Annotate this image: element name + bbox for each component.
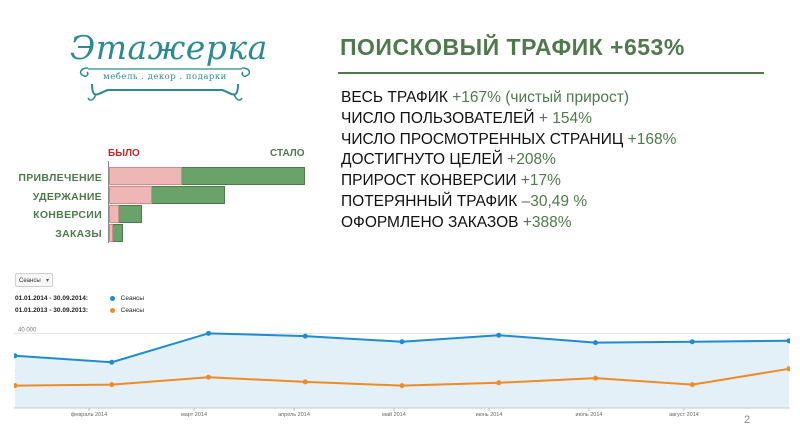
page-number: 2 (744, 414, 751, 426)
area-fill (15, 333, 789, 408)
logo-frame-icon (79, 67, 251, 101)
legend-row: 01.01.2013 - 30.09.2013: Сеансы (15, 307, 144, 314)
before-bar (109, 167, 182, 185)
metric-item: ПРИРОСТ КОНВЕРСИИ +17% (341, 171, 676, 192)
x-tick-label: апрель 2014 (278, 412, 310, 418)
bar-axis (108, 161, 109, 243)
data-point[interactable] (302, 333, 308, 339)
legend-dot-icon (109, 308, 115, 313)
metric-item: ЧИСЛО ПОЛЬЗОВАТЕЛЕЙ + 154% (341, 109, 676, 130)
metrics-list: ВЕСЬ ТРАФИК +167% (чистый прирост) ЧИСЛО… (341, 88, 676, 234)
metric-label: ПРИРОСТ КОНВЕРСИИ (341, 172, 521, 190)
x-tick-label: июнь 2014 (476, 412, 503, 418)
data-point[interactable] (399, 383, 405, 389)
x-tick-label: август 2014 (669, 412, 699, 418)
metric-item: ПОТЕРЯННЫЙ ТРАФИК –30,49 % (341, 192, 676, 213)
metric-label: ДОСТИГНУТО ЦЕЛЕЙ (341, 151, 508, 169)
bar-label: ЗАКАЗЫ (55, 228, 102, 240)
metric-select[interactable]: Сеансы ▾ (15, 273, 53, 287)
metric-label: ЧИСЛО ПОЛЬЗОВАТЕЛЕЙ (341, 109, 539, 127)
metric-label: ОФОРМЛЕНО ЗАКАЗОВ (341, 213, 523, 231)
title-divider (338, 72, 764, 74)
data-point[interactable] (786, 366, 791, 372)
data-point[interactable] (109, 359, 115, 365)
bar-label: КОНВЕРСИИ (33, 209, 102, 221)
page-title: ПОИСКОВЫЙ ТРАФИК +653% (340, 34, 685, 60)
metric-item: ОФОРМЛЕНО ЗАКАЗОВ +388% (341, 213, 676, 234)
legend-row: 01.01.2014 - 30.09.2014: Сеансы (15, 295, 144, 302)
metric-item: ЧИСЛО ПРОСМОТРЕННЫХ СТРАНИЦ +168% (341, 130, 676, 151)
data-point[interactable] (496, 332, 502, 338)
after-header: СТАЛО (270, 148, 305, 159)
analytics-widget: Сеансы ▾ 01.01.2014 - 30.09.2014: Сеансы… (0, 268, 800, 443)
data-point[interactable] (399, 339, 405, 345)
metric-value: +208% (507, 151, 556, 169)
before-bar (109, 205, 119, 223)
metric-value: +388% (522, 213, 572, 231)
legend-series: Сеансы (120, 307, 145, 314)
x-tick-label: май 2014 (382, 411, 406, 418)
metric-select-value: Сеансы (19, 278, 41, 284)
data-point[interactable] (14, 383, 18, 389)
legend-dot-icon (109, 296, 115, 301)
data-point[interactable] (109, 382, 115, 388)
x-tick-label: июль 2014 (576, 412, 603, 418)
y-tick-label: 40 000 (18, 327, 37, 333)
metric-value: –30,49 % (521, 192, 588, 210)
metric-value: +168% (627, 130, 677, 148)
logo-tagline: мебель . декор . подарки (103, 72, 227, 82)
metric-label: ПОТЕРЯННЫЙ ТРАФИК (341, 192, 522, 210)
data-point[interactable] (14, 353, 18, 359)
data-point[interactable] (593, 375, 598, 381)
before-header: БЫЛО (108, 148, 140, 159)
legend-range: 01.01.2014 - 30.09.2014: (15, 295, 89, 303)
metric-item: ДОСТИГНУТО ЦЕЛЕЙ +208% (341, 150, 676, 171)
logo: Этажерка мебель . декор . подарки (70, 22, 268, 112)
metric-value: +17% (520, 172, 561, 190)
data-point[interactable] (689, 382, 695, 388)
bar-label: ПРИВЛЕЧЕНИЕ (18, 172, 102, 184)
legend-series: Сеансы (120, 295, 145, 302)
data-point[interactable] (496, 380, 502, 386)
data-point[interactable] (593, 340, 598, 346)
metric-item: ВЕСЬ ТРАФИК +167% (чистый прирост) (341, 88, 676, 109)
x-tick-label: февраль 2014 (71, 412, 107, 418)
chevron-down-icon: ▾ (45, 278, 49, 284)
data-point[interactable] (689, 339, 695, 345)
metric-label: ВЕСЬ ТРАФИК (341, 89, 453, 106)
data-point[interactable] (302, 379, 308, 385)
metric-value: +167% (чистый прирост) (452, 89, 629, 106)
before-bar (109, 224, 113, 242)
data-point[interactable] (786, 338, 791, 344)
logo-brand: Этажерка (70, 28, 268, 67)
metric-value: + 154% (538, 109, 592, 127)
metric-label: ЧИСЛО ПРОСМОТРЕННЫХ СТРАНИЦ (341, 130, 628, 148)
legend-range: 01.01.2013 - 30.09.2013: (15, 307, 89, 315)
funnel-bar-chart: БЫЛО СТАЛО ПРИВЛЕЧЕНИЕ УДЕРЖАНИЕ КОНВЕРС… (0, 145, 330, 245)
data-point[interactable] (206, 374, 211, 380)
bar-label: УДЕРЖАНИЕ (32, 191, 102, 203)
before-bar (109, 186, 153, 204)
x-tick-label: март 2014 (181, 412, 207, 418)
data-point[interactable] (206, 330, 211, 336)
